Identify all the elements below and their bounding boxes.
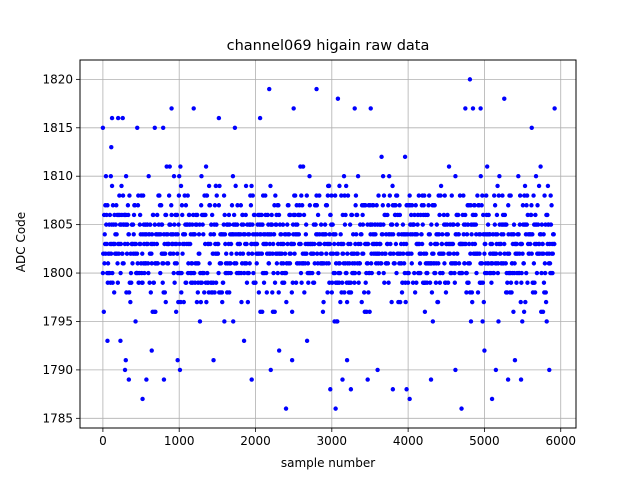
outlier-point: [191, 106, 196, 111]
y-tick-label: 1785: [42, 411, 73, 425]
outlier-point: [505, 377, 511, 382]
x-tick-label: 5000: [469, 434, 500, 448]
outlier-point: [149, 348, 154, 353]
outlier-point: [352, 106, 357, 111]
outlier-point: [144, 377, 149, 382]
outlier-point: [140, 396, 145, 402]
outlier-point: [100, 125, 106, 130]
y-axis-ticks: 1785 1790 1795 1800 1805 1810 1815 1820: [42, 72, 80, 425]
outlier-point: [390, 387, 396, 392]
outlier-point: [344, 358, 350, 363]
outlier-point: [463, 106, 468, 111]
outlier-point: [459, 406, 464, 411]
outlier-point: [502, 96, 507, 101]
outlier-point: [267, 86, 272, 92]
y-tick-label: 1805: [42, 218, 73, 232]
outlier-point: [314, 86, 319, 92]
chart-title: channel069 higain raw data: [227, 38, 430, 54]
x-tick-label: 3000: [317, 434, 348, 448]
y-tick-label: 1790: [42, 363, 73, 377]
outlier-point: [428, 377, 434, 382]
outlier-point: [122, 367, 128, 373]
outlier-point: [404, 387, 409, 392]
outlier-point: [123, 358, 128, 363]
outlier-point: [283, 406, 289, 411]
plot-frame: [79, 59, 577, 429]
y-axis-label: ADC Code: [14, 212, 28, 272]
outlier-point: [109, 144, 114, 150]
outlier-point: [518, 377, 524, 382]
outlier-point: [161, 377, 167, 382]
outlier-point: [493, 367, 499, 373]
x-axis-label: sample number: [281, 456, 375, 470]
outlier-point: [169, 106, 174, 111]
outlier-point: [333, 406, 338, 411]
outlier-point: [289, 358, 295, 363]
outlier-point: [453, 367, 458, 373]
x-tick-label: 6000: [545, 434, 576, 448]
outlier-point: [552, 106, 557, 111]
outlier-point: [368, 106, 373, 111]
outlier-point: [328, 387, 333, 392]
outlier-point: [276, 348, 282, 353]
outlier-point: [232, 125, 238, 130]
outlier-point: [467, 77, 473, 82]
x-tick-label: 2000: [240, 434, 271, 448]
outlier-point: [348, 387, 354, 392]
outlier-point: [335, 96, 341, 101]
y-tick-label: 1800: [42, 266, 73, 280]
outlier-point: [211, 358, 216, 363]
outlier-point: [126, 377, 132, 382]
outlier-point: [115, 115, 121, 121]
outlier-point: [470, 106, 476, 111]
outlier-point: [291, 106, 296, 111]
outlier-point: [482, 348, 487, 353]
outlier-point: [407, 396, 412, 402]
outlier-point: [257, 115, 263, 121]
outlier-point: [375, 367, 380, 373]
outlier-point: [365, 377, 370, 382]
outlier-point: [175, 358, 180, 363]
outlier-point: [241, 338, 247, 344]
x-tick-label: 4000: [393, 434, 424, 448]
outlier-point: [109, 115, 115, 121]
outlier-point: [105, 338, 110, 344]
outlier-point: [547, 367, 552, 373]
y-tick-label: 1795: [42, 314, 73, 328]
outlier-point: [340, 377, 345, 382]
outlier-point: [177, 367, 183, 373]
outlier-point: [216, 115, 222, 121]
outlier-point: [118, 338, 123, 344]
outlier-point: [135, 125, 140, 130]
x-tick-label: 1000: [164, 434, 195, 448]
x-axis-ticks: 0 1000 2000 3000 4000 5000 6000: [99, 428, 576, 448]
x-tick-label: 0: [99, 434, 107, 448]
outlier-point: [512, 358, 518, 363]
outlier-point: [489, 396, 495, 402]
outlier-point: [120, 115, 125, 121]
y-tick-label: 1815: [42, 121, 73, 135]
outlier-point: [268, 367, 273, 373]
outlier-point: [160, 125, 166, 130]
outlier-point: [152, 125, 157, 130]
outlier-point: [529, 125, 534, 130]
y-tick-label: 1820: [42, 72, 73, 86]
outlier-point: [478, 106, 483, 111]
data-points: [100, 77, 557, 411]
outlier-point: [249, 377, 254, 382]
y-tick-label: 1810: [42, 169, 73, 183]
